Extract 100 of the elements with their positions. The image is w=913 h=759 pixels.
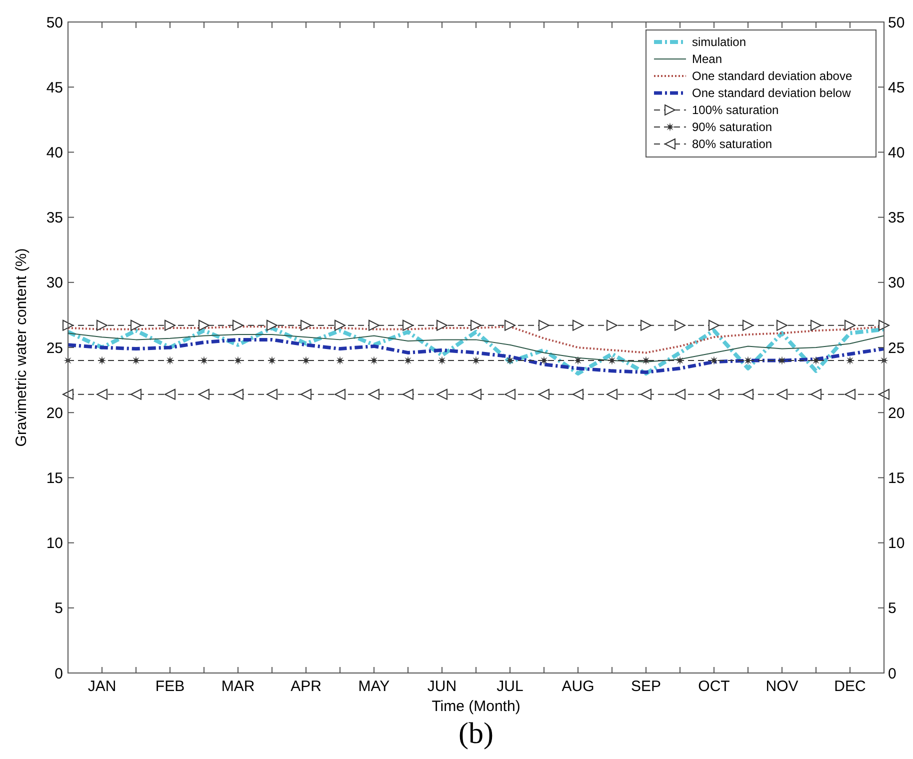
y2-tick-label: 40 — [888, 144, 905, 162]
y-tick-label: 25 — [46, 340, 63, 357]
y2-tick-label: 5 — [888, 600, 896, 618]
point — [810, 320, 822, 331]
point — [96, 320, 108, 331]
point — [776, 320, 788, 331]
point — [640, 388, 652, 400]
point — [96, 388, 108, 400]
x-tick-label: AUG — [562, 678, 594, 695]
point — [708, 320, 720, 331]
point — [268, 356, 276, 366]
y2-tick-label: 30 — [888, 274, 905, 292]
point — [402, 388, 414, 400]
point — [776, 388, 788, 400]
point — [368, 320, 380, 331]
point — [198, 388, 210, 400]
point — [266, 388, 278, 400]
point — [538, 320, 550, 331]
line-series — [66, 338, 886, 374]
y-tick-label: 45 — [46, 79, 63, 96]
point — [334, 388, 346, 400]
point — [336, 356, 344, 366]
y2-tick-label: 35 — [888, 210, 905, 227]
x-tick-label: OCT — [698, 678, 730, 695]
point — [572, 320, 584, 331]
point — [606, 388, 618, 400]
point — [470, 320, 482, 331]
point — [266, 320, 278, 331]
x-tick-label: MAR — [221, 678, 255, 695]
y2-tick-label: 10 — [888, 535, 905, 552]
legend-label: 90% saturation — [692, 120, 772, 134]
point — [574, 356, 582, 366]
point — [878, 320, 890, 331]
point — [846, 356, 854, 366]
point — [674, 320, 686, 331]
y2-tick-label: 25 — [888, 340, 905, 357]
x-tick-label: DEC — [834, 678, 866, 695]
point — [62, 320, 74, 331]
y-tick-label: 50 — [46, 14, 63, 32]
legend-label: Mean — [692, 52, 722, 66]
point — [62, 388, 74, 400]
text: (b) — [458, 717, 494, 750]
y-tick-label: 15 — [46, 470, 63, 487]
y-tick-label: 35 — [46, 210, 63, 227]
point — [166, 356, 174, 366]
point — [98, 356, 106, 366]
point — [742, 388, 754, 400]
x-tick-label: FEB — [155, 678, 185, 695]
point — [232, 320, 244, 331]
point — [642, 356, 650, 366]
point — [234, 356, 242, 366]
x-tick-label: MAY — [358, 678, 390, 695]
point — [130, 320, 142, 331]
y2-tick-label: 15 — [888, 470, 905, 487]
y-tick-label: 10 — [46, 535, 63, 552]
x-tick-label: JUN — [427, 678, 457, 695]
point — [710, 356, 718, 366]
point — [540, 356, 548, 366]
y-tick-label: 40 — [46, 144, 63, 162]
point — [878, 388, 890, 400]
x-tick-label: JAN — [88, 678, 116, 695]
y2-tick-label: 50 — [888, 14, 905, 32]
legend-label: One standard deviation above — [692, 69, 852, 84]
point — [200, 356, 208, 366]
point — [778, 356, 786, 366]
point — [130, 388, 142, 400]
x-tick-label: NOV — [766, 678, 798, 695]
y2-tick-label: 20 — [888, 404, 905, 422]
point — [676, 356, 684, 366]
y2-tick-label: 45 — [888, 79, 905, 96]
point — [708, 388, 720, 400]
point — [164, 320, 176, 331]
point — [744, 356, 752, 366]
point — [164, 388, 176, 400]
legend-label: 100% saturation — [692, 103, 779, 118]
point — [436, 320, 448, 331]
point — [504, 320, 516, 331]
point — [404, 356, 412, 366]
point — [132, 356, 140, 366]
y-tick-label: 5 — [54, 600, 63, 618]
x-tick-label: SEP — [630, 678, 662, 695]
point — [402, 320, 414, 331]
point — [198, 320, 210, 331]
x-axis-title: Time (Month) — [432, 698, 520, 715]
point — [844, 320, 856, 331]
x-tick-label: APR — [290, 678, 322, 695]
y-tick-label: 20 — [46, 404, 63, 422]
point — [470, 388, 482, 400]
point — [368, 388, 380, 400]
point — [674, 388, 686, 400]
point — [232, 388, 244, 400]
point — [742, 320, 754, 331]
point — [302, 356, 310, 366]
point — [572, 388, 584, 400]
legend-label: simulation — [692, 35, 746, 50]
point — [538, 388, 550, 400]
point — [810, 388, 822, 400]
point — [472, 356, 480, 366]
point — [370, 356, 378, 366]
point — [606, 320, 618, 331]
